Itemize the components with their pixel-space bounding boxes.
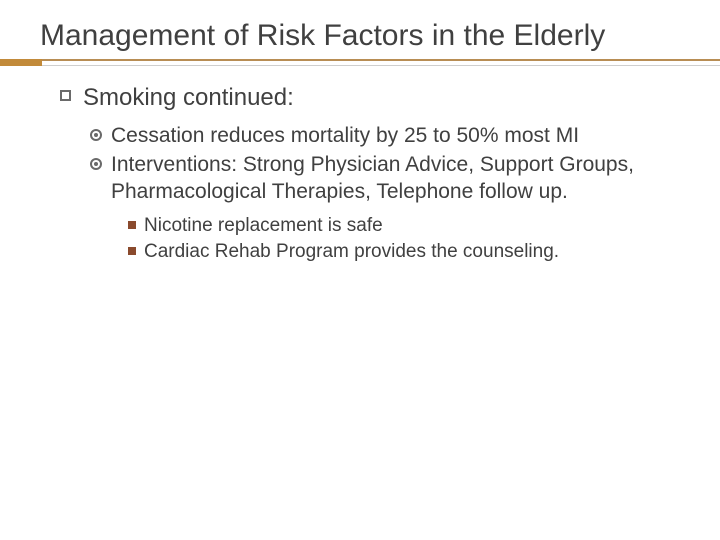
accent-bar <box>0 59 42 66</box>
title-underline <box>0 59 720 69</box>
list-item: Cessation reduces mortality by 25 to 50%… <box>90 123 680 150</box>
lvl2-text: Cessation reduces mortality by 25 to 50%… <box>111 123 579 150</box>
lvl3-text: Nicotine replacement is safe <box>144 214 383 239</box>
list-item: Smoking continued: <box>60 83 680 113</box>
circle-bullet-icon <box>90 158 102 170</box>
list-item: Interventions: Strong Physician Advice, … <box>90 152 680 206</box>
rule-bottom <box>0 65 720 66</box>
square-bullet-icon <box>60 90 71 101</box>
title-block: Management of Risk Factors in the Elderl… <box>40 18 680 53</box>
circle-bullet-icon <box>90 129 102 141</box>
list-item: Nicotine replacement is safe <box>128 214 680 239</box>
body: Smoking continued: Cessation reduces mor… <box>40 83 680 264</box>
lvl2-text: Interventions: Strong Physician Advice, … <box>111 152 680 206</box>
filled-square-bullet-icon <box>128 221 136 229</box>
lvl3-text: Cardiac Rehab Program provides the couns… <box>144 240 559 265</box>
list-item: Cardiac Rehab Program provides the couns… <box>128 240 680 265</box>
lvl2-group: Cessation reduces mortality by 25 to 50%… <box>60 123 680 206</box>
lvl1-text: Smoking continued: <box>83 83 294 113</box>
slide: Management of Risk Factors in the Elderl… <box>0 0 720 540</box>
page-title: Management of Risk Factors in the Elderl… <box>40 18 680 53</box>
lvl3-group: Nicotine replacement is safe Cardiac Reh… <box>60 214 680 264</box>
filled-square-bullet-icon <box>128 247 136 255</box>
rule-top <box>0 59 720 61</box>
